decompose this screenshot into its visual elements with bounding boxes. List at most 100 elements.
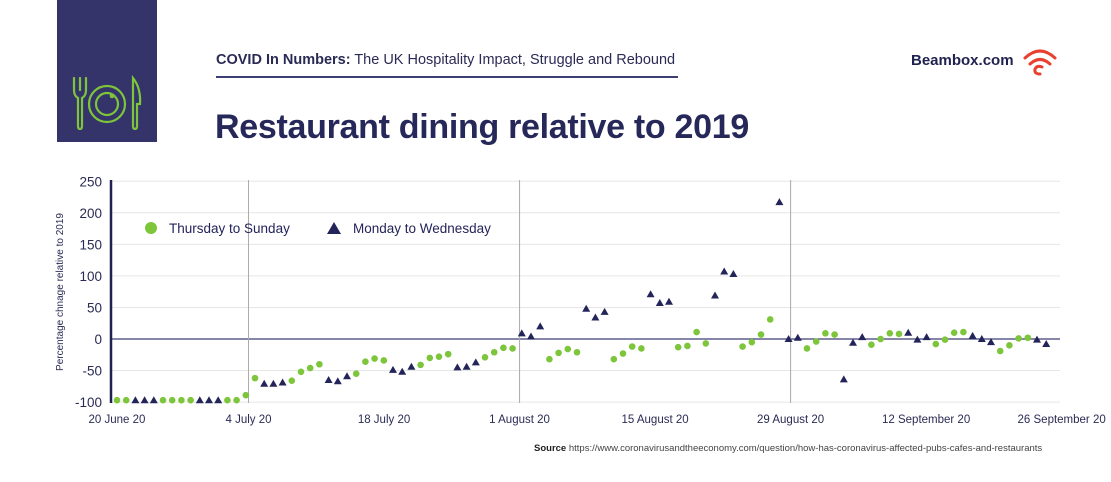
point-mon-wed <box>278 378 287 386</box>
point-mon-wed <box>711 291 719 299</box>
point-thu-sun <box>224 396 231 404</box>
point-mon-wed <box>793 333 802 341</box>
brand-link[interactable]: Beambox.com <box>911 52 1014 69</box>
point-mon-wed <box>968 331 977 339</box>
point-mon-wed <box>149 396 158 404</box>
point-thu-sun <box>877 335 884 343</box>
point-thu-sun <box>886 330 894 337</box>
point-mon-wed <box>775 198 784 206</box>
x-tick-label: 29 August 20 <box>757 414 824 426</box>
point-mon-wed <box>517 329 526 337</box>
point-thu-sun <box>684 342 691 350</box>
point-mon-wed <box>904 328 913 336</box>
point-thu-sun <box>509 345 516 352</box>
point-mon-wed <box>839 375 848 383</box>
x-tick-label: 4 July 20 <box>226 414 272 426</box>
point-mon-wed <box>453 363 462 371</box>
point-thu-sun <box>490 348 498 356</box>
y-tick-label: 200 <box>79 206 102 221</box>
point-thu-sun <box>481 353 489 361</box>
point-mon-wed <box>343 372 351 380</box>
point-mon-wed <box>1033 335 1041 343</box>
point-mon-wed <box>333 377 342 385</box>
point-thu-sun <box>555 349 562 357</box>
point-mon-wed <box>269 379 278 387</box>
source-url[interactable]: https://www.coronavirusandtheeconomy.com… <box>568 443 1043 454</box>
point-thu-sun <box>895 330 903 338</box>
point-thu-sun <box>546 355 553 363</box>
point-mon-wed <box>140 396 149 404</box>
point-thu-sun <box>435 353 443 360</box>
x-tick-label: 26 September 20 <box>1018 414 1106 426</box>
point-thu-sun <box>242 391 250 399</box>
plate-fork-knife-icon <box>72 74 142 131</box>
legend-triangle-marker <box>327 222 341 234</box>
point-thu-sun <box>1024 334 1032 342</box>
point-thu-sun <box>739 343 746 350</box>
point-thu-sun <box>444 350 452 358</box>
point-mon-wed <box>527 332 535 340</box>
scatter-chart: 250 200 150 100 50 0 -50 -100 20 June 20 4 July 2… <box>55 174 1106 426</box>
point-mon-wed <box>720 267 729 275</box>
point-mon-wed <box>324 376 333 384</box>
point-thu-sun <box>426 354 434 362</box>
point-thu-sun <box>960 328 967 336</box>
point-thu-sun <box>996 347 1004 355</box>
point-thu-sun <box>638 345 645 352</box>
point-mon-wed <box>913 335 922 343</box>
point-thu-sun <box>950 329 958 336</box>
kicker: COVID In Numbers: The UK Hospitality Imp… <box>216 52 675 68</box>
point-thu-sun <box>628 343 636 350</box>
point-mon-wed <box>214 396 223 404</box>
point-mon-wed <box>1042 340 1051 348</box>
legend-circle-marker <box>145 222 157 234</box>
point-thu-sun <box>803 345 811 352</box>
point-thu-sun <box>831 331 838 338</box>
wifi-signal-icon <box>1023 49 1057 76</box>
y-tick-label: -50 <box>82 364 102 379</box>
y-tick-label: 250 <box>79 174 102 189</box>
point-thu-sun <box>610 355 618 363</box>
point-thu-sun <box>417 361 424 369</box>
point-thu-sun <box>702 340 710 347</box>
point-thu-sun <box>1006 342 1013 349</box>
point-thu-sun <box>178 396 185 404</box>
point-thu-sun <box>500 344 507 352</box>
point-thu-sun <box>306 364 314 372</box>
kicker-text: The UK Hospitality Impact, Struggle and … <box>350 52 676 68</box>
source-label: Source <box>534 443 567 454</box>
point-mon-wed <box>260 379 269 387</box>
point-mon-wed <box>582 304 591 312</box>
point-thu-sun <box>297 368 305 376</box>
point-thu-sun <box>674 343 682 351</box>
x-tick-label: 15 August 20 <box>622 414 689 426</box>
point-mon-wed <box>131 396 140 404</box>
point-thu-sun <box>766 316 774 323</box>
y-tick-label: -100 <box>75 395 102 410</box>
point-thu-sun <box>868 341 875 348</box>
point-mon-wed <box>536 322 545 330</box>
point-mon-wed <box>600 307 609 315</box>
y-tick-label: 0 <box>94 332 102 347</box>
point-thu-sun <box>380 357 388 364</box>
point-mon-wed <box>646 290 655 298</box>
x-tick-label: 18 July 20 <box>358 414 410 426</box>
point-thu-sun <box>316 360 323 368</box>
x-tick-label: 1 August 20 <box>489 414 550 426</box>
point-thu-sun <box>371 355 378 362</box>
x-tick-label: 12 September 20 <box>882 414 970 426</box>
point-thu-sun <box>757 331 765 338</box>
point-thu-sun <box>573 348 581 356</box>
point-thu-sun <box>932 340 940 348</box>
point-thu-sun <box>822 330 829 337</box>
point-mon-wed <box>407 362 416 370</box>
point-thu-sun <box>1015 335 1022 342</box>
chart-title: Restaurant dining relative to 2019 <box>215 108 749 146</box>
legend-label-thu-sun: Thursday to Sunday <box>169 221 290 236</box>
point-mon-wed <box>665 297 673 305</box>
y-tick-label: 100 <box>79 269 102 284</box>
y-axis-label: Percentage chnage relative to 2019 <box>55 213 66 371</box>
point-mon-wed <box>729 270 738 278</box>
point-thu-sun <box>187 396 194 404</box>
